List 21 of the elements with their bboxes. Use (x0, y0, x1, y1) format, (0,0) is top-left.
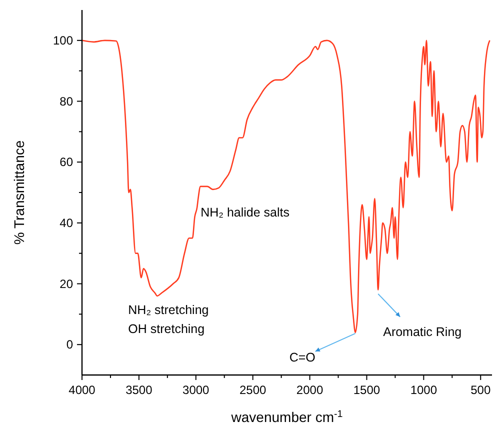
x-tick-label: 500 (470, 383, 491, 397)
y-tick-label: 0 (66, 338, 74, 352)
x-tick-label: 1500 (353, 383, 380, 397)
x-tick-label: 4000 (68, 383, 96, 397)
x-tick-label: 3000 (182, 383, 210, 397)
y-tick-label: 60 (60, 155, 74, 170)
annotation: NH₂ halide salts (200, 205, 290, 220)
y-tick-label: 20 (60, 276, 74, 291)
annotation: NH₂ stretching (128, 302, 209, 317)
y-tick-label: 80 (60, 94, 74, 108)
x-axis-title: wavenumber cm$^{-1}$ (230, 408, 343, 425)
annotation: OH stretching (128, 322, 205, 336)
y-axis-title: % Transmittance (11, 140, 27, 245)
x-tick-label: 2000 (296, 383, 324, 397)
y-tick-label: 100 (52, 33, 74, 48)
x-tick-label: 2500 (239, 383, 267, 397)
x-tick-label: 1000 (410, 383, 438, 397)
annotation: Aromatic Ring (383, 324, 462, 339)
x-tick-label: 3500 (126, 383, 153, 397)
annotation: C=O (289, 350, 316, 364)
y-tick-label: 40 (60, 216, 74, 230)
